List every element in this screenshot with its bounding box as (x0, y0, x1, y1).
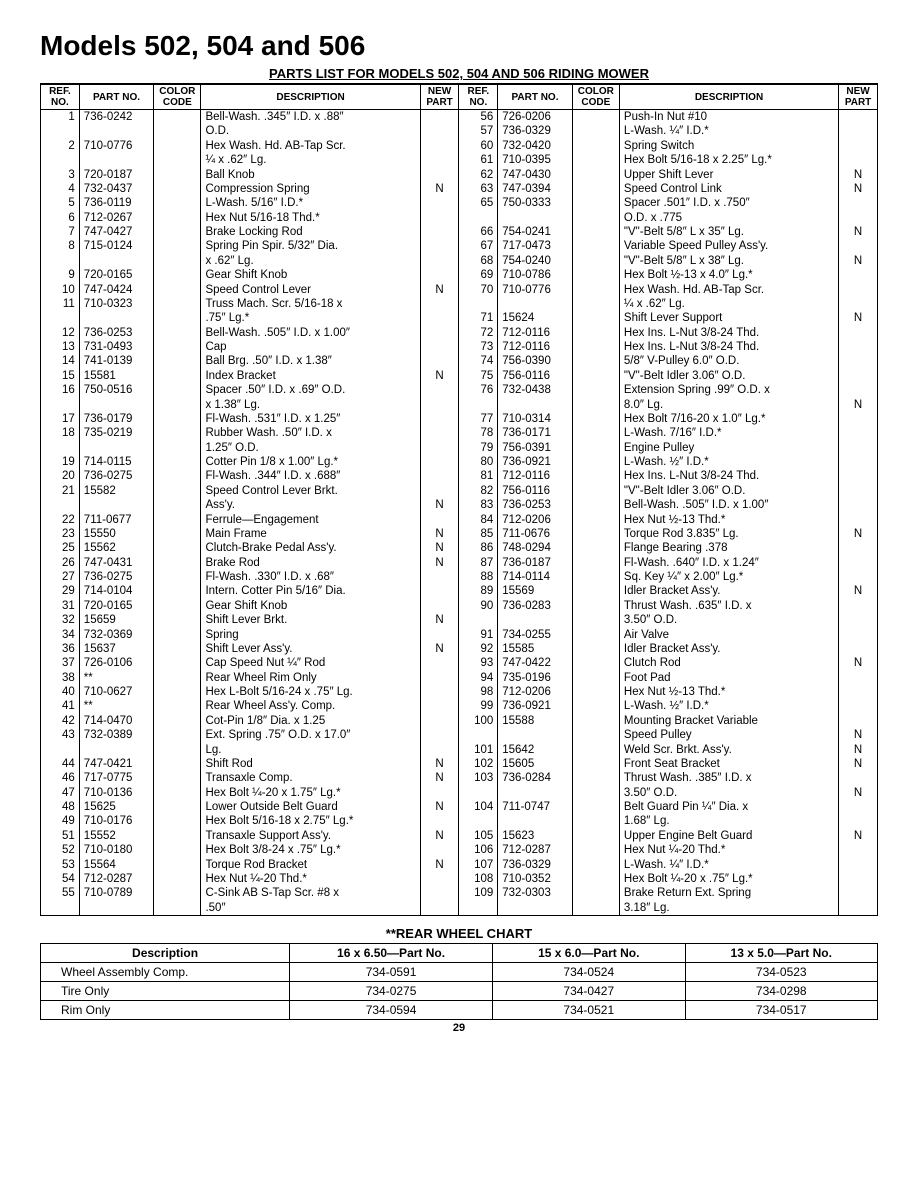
parts-list-table: REF. NO. PART NO. COLOR CODE DESCRIPTION… (40, 83, 878, 916)
table-row: 18735-0219Rubber Wash. .50″ I.D. x78736-… (41, 426, 878, 440)
table-row: 52710-0180Hex Bolt 3/8-24 x .75″ Lg.*106… (41, 843, 878, 857)
table-row: 1.25″ O.D.79756-0391Engine Pulley (41, 441, 878, 455)
table-row: 26747-0431Brake RodN87736-0187Fl-Wash. .… (41, 556, 878, 570)
table-row: 19714-0115Cotter Pin 1/8 x 1.00″ Lg.*807… (41, 455, 878, 469)
hdr-desc2: DESCRIPTION (619, 84, 838, 110)
table-row: 4815625Lower Outside Belt GuardN104711-0… (41, 800, 878, 814)
table-row: .50″3.18″ Lg. (41, 901, 878, 916)
table-row: 54712-0287Hex Nut ¼-20 Thd.*108710-0352H… (41, 872, 878, 886)
hdr-new2: NEW PART (839, 84, 878, 110)
table-row: 3720-0187Ball Knob62747-0430Upper Shift … (41, 168, 878, 182)
table-row: 8715-0124Spring Pin Spir. 5/32″ Dia.6771… (41, 239, 878, 253)
table-row: 55710-0789C-Sink AB S-Tap Scr. #8 x10973… (41, 886, 878, 900)
table-row: 47710-0136Hex Bolt ¼-20 x 1.75″ Lg.*3.50… (41, 786, 878, 800)
hdr-desc: DESCRIPTION (201, 84, 420, 110)
table-row: 31720-0165Gear Shift Knob90736-0283Thrus… (41, 599, 878, 613)
table-row: 34732-0369Spring91734-0255Air Valve (41, 628, 878, 642)
wheel-row: Rim Only734-0594734-0521734-0517 (41, 1001, 878, 1020)
table-row: 2315550Main FrameN85711-0676Torque Rod 3… (41, 527, 878, 541)
table-row: 5736-0119L-Wash. 5/16″ I.D.*65750-0333Sp… (41, 196, 878, 210)
table-row: 43732-0389Ext. Spring .75″ O.D. x 17.0″S… (41, 728, 878, 742)
table-row: 37726-0106Cap Speed Nut ¼″ Rod93747-0422… (41, 656, 878, 670)
table-row: 41**Rear Wheel Ass'y. Comp.99736-0921L-W… (41, 699, 878, 713)
table-row: 44747-0421Shift RodN10215605Front Seat B… (41, 757, 878, 771)
wheel-row: Tire Only734-0275734-0427734-0298 (41, 982, 878, 1001)
table-row: 12736-0253Bell-Wash. .505″ I.D. x 1.00″7… (41, 326, 878, 340)
table-row: 2515562Clutch-Brake Pedal Ass'y.N86748-0… (41, 541, 878, 555)
table-row: 4732-0437Compression SpringN63747-0394Sp… (41, 182, 878, 196)
table-row: 7747-0427Brake Locking Rod66754-0241"V"-… (41, 225, 878, 239)
table-row: O.D.57736-0329L-Wash. ¼″ I.D.* (41, 124, 878, 138)
table-row: 9720-0165Gear Shift Knob69710-0786Hex Bo… (41, 268, 878, 282)
table-row: 20736-0275Fl-Wash. .344″ I.D. x .688″817… (41, 469, 878, 483)
table-row: 42714-0470Cot-Pin 1/8″ Dia. x 1.25100155… (41, 714, 878, 728)
hdr-color: COLOR CODE (154, 84, 201, 110)
table-row: 5315564Torque Rod BracketN107736-0329L-W… (41, 858, 878, 872)
table-row: 1515581Index BracketN75756-0116"V"-Belt … (41, 369, 878, 383)
table-row: 3615637Shift Lever Ass'y.N9215585Idler B… (41, 642, 878, 656)
wheel-chart-title: **REAR WHEEL CHART (40, 926, 878, 941)
hdr-part: PART NO. (79, 84, 153, 110)
page-number: 29 (40, 1022, 878, 1034)
table-row: 3215659Shift Lever Brkt.N3.50″ O.D. (41, 613, 878, 627)
wheel-header: 15 x 6.0—Part No. (493, 944, 685, 963)
table-row: Ass'y.N83736-0253Bell-Wash. .505″ I.D. x… (41, 498, 878, 512)
wheel-header: 13 x 5.0—Part No. (685, 944, 878, 963)
table-row: x 1.38″ Lg.8.0″ Lg.N (41, 398, 878, 412)
table-row: x .62″ Lg.68754-0240"V"-Belt 5/8″ L x 38… (41, 254, 878, 268)
hdr-ref: REF. NO. (41, 84, 80, 110)
table-row: .75″ Lg.*7115624Shift Lever SupportN (41, 311, 878, 325)
wheel-row: Wheel Assembly Comp.734-0591734-0524734-… (41, 963, 878, 982)
hdr-ref2: REF. NO. (459, 84, 498, 110)
hdr-part2: PART NO. (498, 84, 572, 110)
table-row: 2115582Speed Control Lever Brkt.82756-01… (41, 484, 878, 498)
table-row: Lg.10115642Weld Scr. Brkt. Ass'y.N (41, 743, 878, 757)
page-title: Models 502, 504 and 506 (40, 30, 878, 62)
table-row: 1736-0242Bell-Wash. .345″ I.D. x .88″567… (41, 110, 878, 125)
wheel-header: Description (41, 944, 290, 963)
table-row: 49710-0176Hex Bolt 5/16-18 x 2.75″ Lg.*1… (41, 814, 878, 828)
hdr-color2: COLOR CODE (572, 84, 619, 110)
table-row: 17736-0179Fl-Wash. .531″ I.D. x 1.25″777… (41, 412, 878, 426)
wheel-chart-table: Description16 x 6.50—Part No.15 x 6.0—Pa… (40, 943, 878, 1020)
table-row: 6712-0267Hex Nut 5/16-18 Thd.*O.D. x .77… (41, 211, 878, 225)
table-row: 2710-0776Hex Wash. Hd. AB-Tap Scr.60732-… (41, 139, 878, 153)
table-row: 40710-0627Hex L-Bolt 5/16-24 x .75″ Lg.9… (41, 685, 878, 699)
table-row: 11710-0323Truss Mach. Scr. 5/16-18 x¼ x … (41, 297, 878, 311)
table-row: 5115552Transaxle Support Ass'y.N10515623… (41, 829, 878, 843)
wheel-header: 16 x 6.50—Part No. (290, 944, 493, 963)
hdr-new: NEW PART (420, 84, 459, 110)
table-row: ¼ x .62″ Lg.61710-0395Hex Bolt 5/16-18 x… (41, 153, 878, 167)
subtitle: PARTS LIST FOR MODELS 502, 504 AND 506 R… (40, 66, 878, 81)
table-row: 13731-0493Cap73712-0116Hex Ins. L-Nut 3/… (41, 340, 878, 354)
table-row: 27736-0275Fl-Wash. .330″ I.D. x .68″8871… (41, 570, 878, 584)
table-row: 29714-0104Intern. Cotter Pin 5/16″ Dia.8… (41, 584, 878, 598)
table-row: 46717-0775Transaxle Comp.N103736-0284Thr… (41, 771, 878, 785)
table-row: 14741-0139Ball Brg. .50″ I.D. x 1.38″747… (41, 354, 878, 368)
table-row: 16750-0516Spacer .50″ I.D. x .69″ O.D.76… (41, 383, 878, 397)
table-row: 22711-0677Ferrule—Engagement84712-0206He… (41, 513, 878, 527)
table-row: 38**Rear Wheel Rim Only94735-0196Foot Pa… (41, 671, 878, 685)
table-row: 10747-0424Speed Control LeverN70710-0776… (41, 283, 878, 297)
